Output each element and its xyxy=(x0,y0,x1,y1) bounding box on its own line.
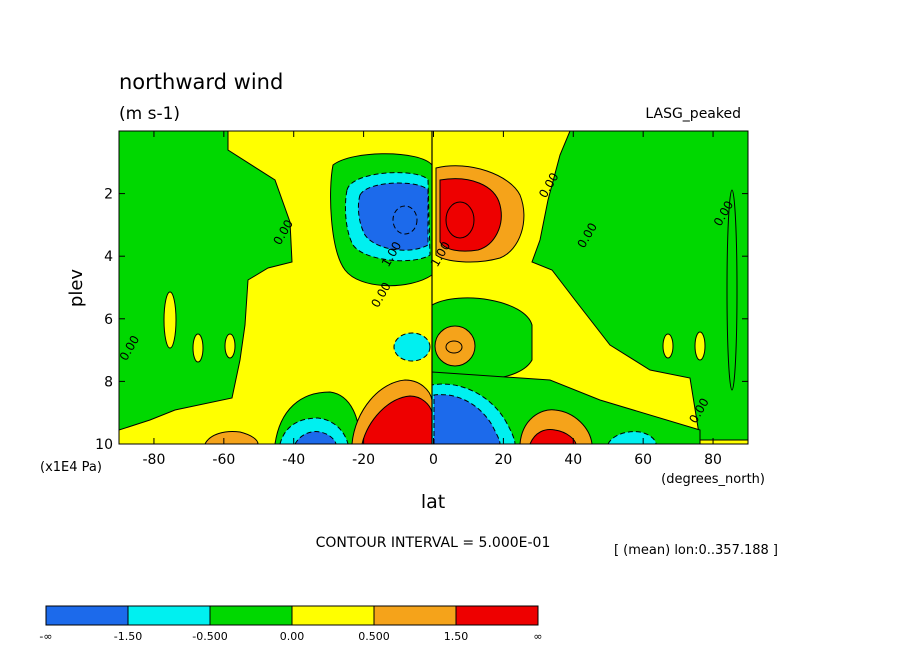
colorbar-label: -∞ xyxy=(39,630,52,643)
contour-neg-mid xyxy=(393,332,431,362)
colorbar-swatch xyxy=(373,605,457,626)
colorbar-swatch xyxy=(45,605,129,626)
y-axis: 2 4 6 8 10 xyxy=(95,187,748,453)
contour-region-neg-west xyxy=(119,131,293,431)
contour-island xyxy=(192,333,204,363)
plot-area xyxy=(119,131,748,444)
contour-island xyxy=(163,291,177,349)
colorbar-label: ∞ xyxy=(533,630,542,643)
contour-pos-upper-core xyxy=(445,201,475,239)
x-tick-label: -60 xyxy=(212,452,235,468)
contour-pos-mid xyxy=(434,325,476,367)
x-tick-label: -40 xyxy=(282,452,305,468)
x-tick-label: 40 xyxy=(564,452,582,468)
dataset-label: LASG_peaked xyxy=(645,106,741,122)
x-tick-label: 80 xyxy=(704,452,722,468)
colorbar-label: 0.500 xyxy=(358,630,390,643)
contour-island xyxy=(694,331,706,361)
colorbar-swatch xyxy=(291,605,375,626)
subset-info: [ (mean) lon:0..357.188 ] xyxy=(614,543,778,558)
contour-pos-lower-far-south xyxy=(204,431,259,444)
y-axis-units: (x1E4 Pa) xyxy=(40,460,102,475)
y-axis-label: plev xyxy=(66,269,87,308)
contour-neg-lower-south-core xyxy=(294,431,337,444)
x-tick-label: 60 xyxy=(634,452,652,468)
y-tick-label: 8 xyxy=(104,374,113,390)
contour-pos-mid-core xyxy=(445,340,463,354)
contour-neg-lower-far-north xyxy=(607,431,657,444)
x-axis-label: lat xyxy=(421,491,445,513)
contour-interval: CONTOUR INTERVAL = 5.000E-01 xyxy=(316,535,551,551)
colorbar-swatch xyxy=(209,605,293,626)
contour-island xyxy=(662,333,674,359)
contour-neg-lower-inner xyxy=(433,394,501,444)
y-tick-label: 4 xyxy=(104,249,113,265)
y-tick-label: 6 xyxy=(104,312,113,328)
colorbar-swatch xyxy=(455,605,539,626)
contour-neg-upper-core xyxy=(392,205,418,235)
contour-pos-lower-inner xyxy=(361,395,433,444)
contour-pos-upper-inner xyxy=(439,178,502,252)
contour-island xyxy=(726,189,738,391)
y-tick-label: 2 xyxy=(104,187,113,203)
colorbar-label: -1.50 xyxy=(114,630,142,643)
contour-pos-lower-north-core xyxy=(529,429,577,444)
x-axis-units: (degrees_north) xyxy=(661,472,765,487)
colorbar-label: 0.00 xyxy=(280,630,305,643)
x-tick-label: -20 xyxy=(352,452,375,468)
colorbar-label: -0.500 xyxy=(192,630,227,643)
chart-units: (m s-1) xyxy=(119,104,180,124)
y-tick-label: 10 xyxy=(95,437,113,453)
x-tick-label: 0 xyxy=(429,452,438,468)
chart-title: northward wind xyxy=(119,70,283,94)
x-tick-label: 20 xyxy=(494,452,512,468)
contour-island xyxy=(224,333,236,359)
colorbar-label: 1.50 xyxy=(444,630,469,643)
x-tick-label: -80 xyxy=(143,452,166,468)
colorbar-swatch xyxy=(127,605,211,626)
x-axis: -80 -60 -40 -20 0 20 40 60 80 xyxy=(143,131,722,468)
colorbar: -∞ -1.50 -0.500 0.00 0.500 1.50 ∞ xyxy=(39,605,543,643)
